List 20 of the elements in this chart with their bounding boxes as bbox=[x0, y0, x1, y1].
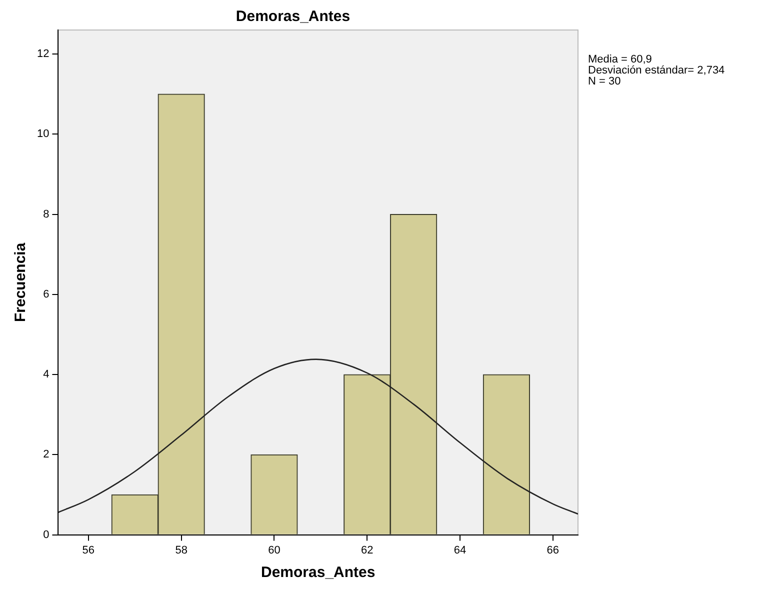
x-tick-label: 64 bbox=[454, 544, 466, 556]
x-tick-label: 60 bbox=[268, 544, 280, 556]
y-tick-label: 10 bbox=[36, 128, 50, 140]
text: Media = 60,9 bbox=[588, 54, 652, 66]
x-tick-label: 58 bbox=[175, 544, 188, 556]
chart-title: Demoras_Antes bbox=[236, 8, 350, 26]
text: Desviación estándar= 2,734 bbox=[588, 64, 725, 77]
y-tick-label: 0 bbox=[43, 528, 50, 541]
x-tick-label: 56 bbox=[82, 544, 95, 556]
y-tick-label: 6 bbox=[43, 288, 50, 300]
x-tick-label: 66 bbox=[546, 544, 560, 556]
y-tick-label: 2 bbox=[43, 448, 50, 461]
y-tick-label: 4 bbox=[43, 368, 50, 381]
y-axis-title: Frecuencia bbox=[12, 242, 30, 322]
x-tick-label: 62 bbox=[360, 544, 374, 556]
line-series bbox=[58, 358, 578, 515]
y-tick-label: 12 bbox=[36, 48, 50, 60]
y-tick-label: 8 bbox=[43, 208, 50, 220]
x-axis-title: Demoras_Antes bbox=[261, 564, 376, 582]
text: N = 30 bbox=[588, 76, 621, 88]
